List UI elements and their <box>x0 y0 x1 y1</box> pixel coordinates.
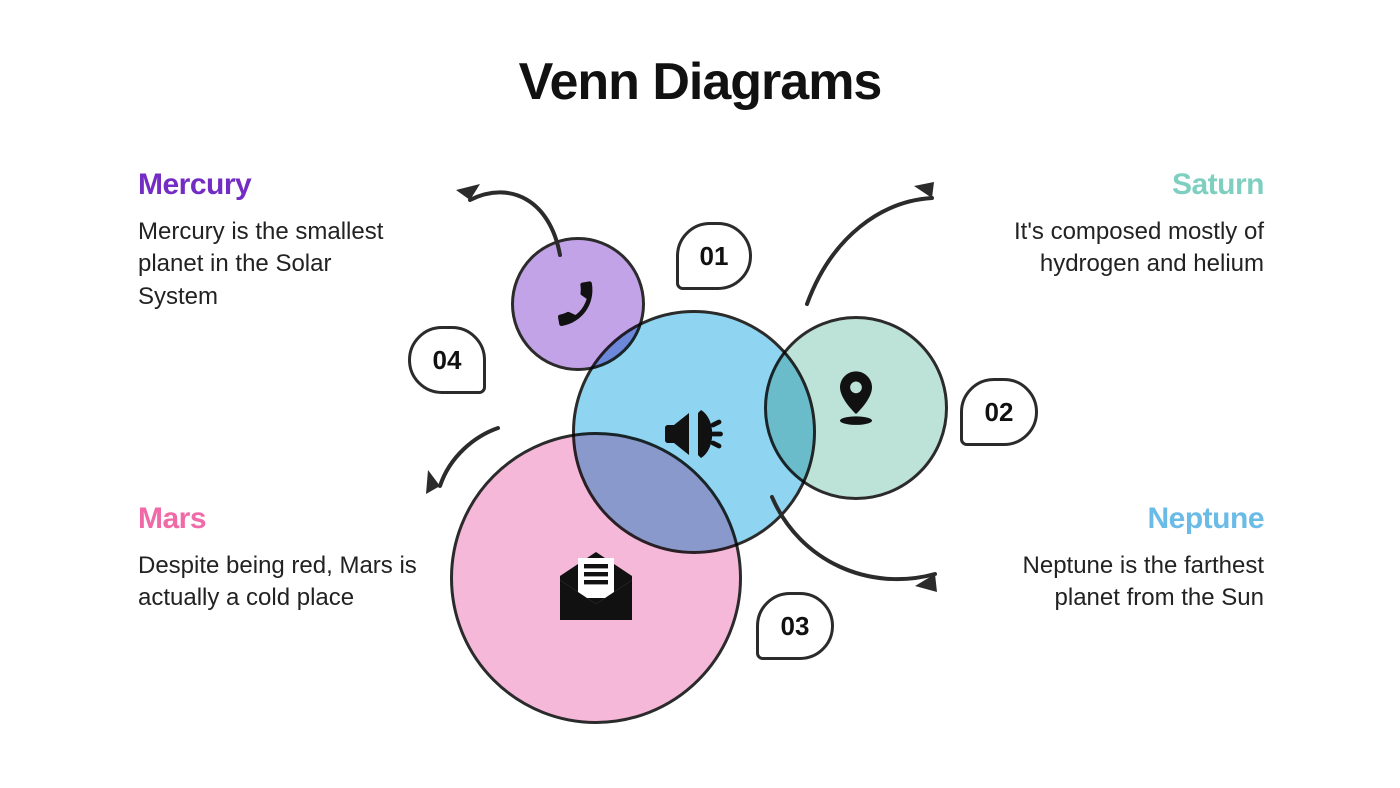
arrow-to-mercury <box>440 160 580 270</box>
mercury-desc: Mercury is the smallest planet in the So… <box>138 216 418 313</box>
pin-icon <box>824 366 888 430</box>
saturn-title: Saturn <box>984 168 1264 202</box>
bubble-04: 04 <box>408 326 486 394</box>
item-mars: Mars Despite being red, Mars is actually… <box>138 502 418 615</box>
arrow-to-neptune <box>760 482 950 602</box>
mail-icon <box>548 540 644 636</box>
arrow-to-mars <box>420 416 510 506</box>
megaphone-icon <box>656 398 728 470</box>
bubble-03: 03 <box>756 592 834 660</box>
phone-icon <box>552 280 600 328</box>
neptune-title: Neptune <box>984 502 1264 536</box>
mars-desc: Despite being red, Mars is actually a co… <box>138 550 418 615</box>
bubble-02-label: 02 <box>985 397 1014 428</box>
diagram-stage: Venn Diagrams Mercury Mercury is the sma… <box>0 0 1400 788</box>
page-title: Venn Diagrams <box>0 52 1400 112</box>
item-saturn: Saturn It's composed mostly of hydrogen … <box>984 168 1264 281</box>
mercury-title: Mercury <box>138 168 418 202</box>
bubble-01: 01 <box>676 222 752 290</box>
mars-title: Mars <box>138 502 418 536</box>
bubble-03-label: 03 <box>781 611 810 642</box>
item-mercury: Mercury Mercury is the smallest planet i… <box>138 168 418 313</box>
neptune-desc: Neptune is the farthest planet from the … <box>984 550 1264 615</box>
bubble-04-label: 04 <box>433 345 462 376</box>
bubble-01-label: 01 <box>700 241 729 272</box>
saturn-desc: It's composed mostly of hydrogen and hel… <box>984 216 1264 281</box>
arrow-to-saturn <box>792 176 952 316</box>
bubble-02: 02 <box>960 378 1038 446</box>
item-neptune: Neptune Neptune is the farthest planet f… <box>984 502 1264 615</box>
